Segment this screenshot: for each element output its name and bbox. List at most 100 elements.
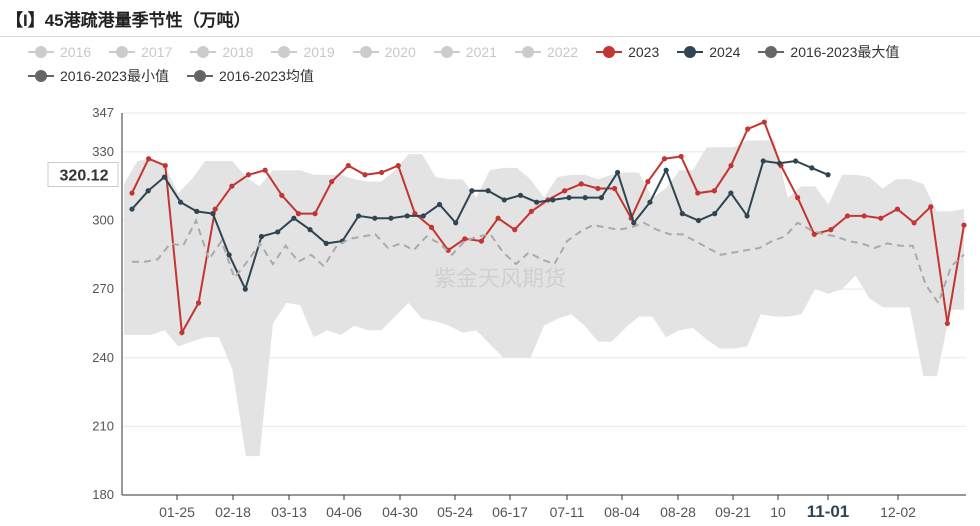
series-point [825,172,831,178]
series-point [436,201,443,208]
series-point [372,215,378,221]
x-tick-label: 03-13 [271,504,307,520]
legend-swatch-icon [109,45,136,59]
series-point [809,165,815,171]
legend-label: 2022 [546,44,579,60]
legend-item-3[interactable]: 2019 [271,44,335,60]
legend-item-8[interactable]: 2024 [677,44,740,60]
chart-legend: 2016 2017 2018 2019 2020 2021 2022 2023 2024 2016… [28,40,978,88]
series-point [323,240,329,246]
series-point [226,252,232,258]
legend-item-7[interactable]: 2023 [596,44,659,60]
series-point [275,229,281,235]
series-point [861,213,867,219]
legend-label: 2023 [628,44,660,60]
legend-label: 2016-2023均值 [218,68,314,84]
series-point [828,227,834,233]
series-line-2 [132,217,965,306]
series-point [245,172,252,178]
series-point [745,126,751,132]
series-point [194,208,200,214]
series-point [428,224,435,230]
series-point [195,300,202,306]
series-point [598,195,604,201]
series-point [678,153,684,160]
series-point [177,199,184,205]
legend-item-0[interactable]: 2016 [28,44,91,60]
series-point [420,213,426,219]
series-point [663,167,669,173]
series-point [356,213,362,219]
axis-pointer-value: 320.12 [60,167,109,184]
x-tick-label: 05-24 [437,504,473,520]
series-point [528,208,534,214]
legend-swatch-icon [28,45,54,59]
y-tick-label: 210 [92,418,114,433]
series-point [661,156,668,162]
x-tick-label: 06-17 [492,504,528,520]
legend-item-2[interactable]: 2018 [190,44,253,60]
series-point [485,188,491,194]
series-point [291,215,297,221]
legend-label: 2024 [709,44,741,60]
watermark: 紫金天风期货 [434,267,566,292]
series-point [210,211,216,217]
x-tick-label: 08-04 [604,504,640,520]
series-point [793,158,799,164]
series-point [728,163,734,169]
series-point [582,195,588,201]
legend-item-1[interactable]: 2017 [109,44,172,60]
legend-swatch-icon [28,69,54,83]
y-tick-label: 300 [92,213,114,228]
legend-item-4[interactable]: 2020 [352,44,416,60]
series-point [242,286,248,292]
series-point [631,220,637,226]
series-point [894,206,901,212]
series-point [229,183,235,189]
legend-label: 2016-2023最小值 [60,68,169,84]
legend-item-11[interactable]: 2016-2023均值 [186,66,314,86]
series-point [362,172,368,178]
series-line-1 [131,159,829,292]
legend-item-5[interactable]: 2021 [433,44,497,60]
legend-item-6[interactable]: 2022 [514,44,579,60]
series-point [534,199,540,205]
series-point [878,215,884,221]
legend-label: 2018 [222,44,254,60]
y-tick-label: 240 [92,350,114,365]
max-min-band [124,140,964,457]
series-point [595,185,601,192]
series-point [212,206,218,212]
x-tick-label: 01-25 [159,504,195,520]
series-point [279,192,285,198]
series-point [562,188,568,194]
legend-item-10[interactable]: 2016-2023最小值 [28,66,169,86]
series-point [550,197,556,203]
legend-label: 2020 [384,44,416,60]
series-point [312,211,318,217]
series-point [469,188,475,194]
legend-item-9[interactable]: 2016-2023最大值 [758,42,899,62]
legend-label: 2021 [465,44,497,60]
legend-swatch-icon [186,69,213,83]
series-point [145,188,151,194]
legend-label: 2019 [303,44,335,60]
legend-label: 2016 [60,44,92,60]
x-tick-label: 02-18 [215,504,251,520]
series-point [811,231,817,237]
series-point [695,217,702,224]
series-point [711,188,718,194]
series-point [295,211,301,217]
series-point [647,199,653,205]
series-point [944,320,950,327]
series-point [512,227,518,233]
series-point [776,160,783,166]
legend-swatch-icon [758,45,785,59]
series-point [262,167,268,173]
series-point [760,158,766,164]
series-point [844,213,851,219]
series-point [744,213,750,219]
y-tick-label: 180 [92,487,114,502]
legend-swatch-icon [677,45,704,59]
series-point [379,169,385,176]
